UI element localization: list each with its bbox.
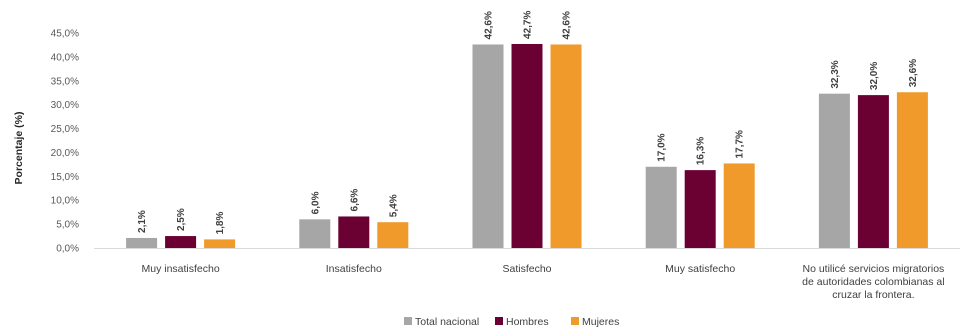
category-label: Muy insatisfecho <box>141 263 219 275</box>
y-axis: 0,0% 5,0% 10,0% 15,0% 20,0% 25,0% 30,0% 35,0% 40… <box>51 29 79 255</box>
category-label: Insatisfecho <box>326 263 382 275</box>
y-tick-label: 40,0% <box>51 52 79 63</box>
data-label: 16,3% <box>696 137 707 165</box>
category-label: No utilicé servicios migratorios de autor… <box>802 263 944 301</box>
data-label: 2,1% <box>137 210 148 233</box>
data-label: 32,3% <box>830 60 841 88</box>
legend-label: Hombres <box>506 316 549 328</box>
bar <box>126 237 158 248</box>
bar <box>511 43 543 248</box>
y-tick-label: 35,0% <box>51 76 79 87</box>
bars: 2,1% 2,5% 1,8% 6,0% 6,6% 5,4% 42,6% 42,7% 42,6% 1… <box>126 11 928 248</box>
data-label: 42,6% <box>562 11 573 39</box>
bar <box>857 95 889 248</box>
data-label: 42,7% <box>523 11 534 39</box>
x-axis: Muy insatisfecho Insatisfecho Satisfecho Mu… <box>94 248 960 301</box>
bar <box>896 92 928 248</box>
data-label: 32,0% <box>869 62 880 90</box>
data-label: 5,4% <box>388 194 399 217</box>
legend-label: Mujeres <box>582 316 619 328</box>
data-label: 17,7% <box>735 130 746 158</box>
bar <box>338 216 370 248</box>
legend: Total nacional Hombres Mujeres <box>404 316 619 328</box>
bar <box>723 163 755 248</box>
bar <box>818 93 850 248</box>
bar <box>645 166 677 248</box>
legend-swatch <box>571 317 579 325</box>
data-label: 17,0% <box>657 133 668 161</box>
y-tick-label: 15,0% <box>51 172 79 183</box>
y-tick-label: 45,0% <box>51 29 79 40</box>
data-label: 1,8% <box>215 211 226 234</box>
data-label: 42,6% <box>484 11 495 39</box>
data-label: 2,5% <box>176 208 187 231</box>
legend-swatch <box>404 317 412 325</box>
y-tick-label: 20,0% <box>51 148 79 159</box>
y-tick-label: 0,0% <box>56 244 79 255</box>
bar <box>204 239 236 248</box>
bar <box>299 219 331 248</box>
legend-label: Total nacional <box>415 316 479 328</box>
category-label: Muy satisfecho <box>665 263 735 275</box>
category-label: Satisfecho <box>502 263 551 275</box>
y-tick-label: 10,0% <box>51 196 79 207</box>
data-label: 6,6% <box>349 189 360 212</box>
data-label: 32,6% <box>908 59 919 87</box>
y-axis-label: Porcentaje (%) <box>13 112 25 185</box>
bar <box>550 44 582 248</box>
bar <box>377 222 409 248</box>
bar <box>684 170 716 248</box>
legend-swatch <box>495 317 503 325</box>
data-label: 6,0% <box>310 191 321 214</box>
y-tick-label: 30,0% <box>51 100 79 111</box>
y-tick-label: 5,0% <box>56 220 79 231</box>
bar <box>472 44 504 248</box>
y-tick-label: 25,0% <box>51 124 79 135</box>
bar <box>165 236 197 248</box>
